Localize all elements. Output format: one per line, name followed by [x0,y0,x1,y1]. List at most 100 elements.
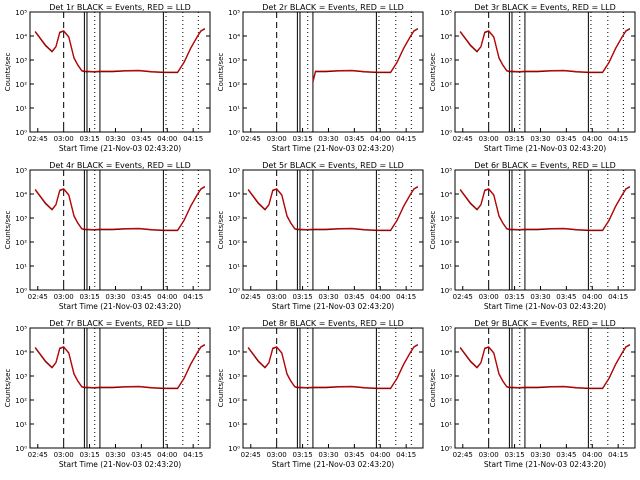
x-tick-label: 03:00 [479,451,499,459]
x-tick-label: 04:00 [582,135,602,143]
x-tick-label: 03:00 [54,135,74,143]
x-tick-label: 04:00 [370,451,390,459]
x-axis-label: Start Time (21-Nov-03 02:43:20) [484,302,606,311]
y-tick-label: 10⁴ [15,349,27,357]
x-tick-label: 03:15 [79,135,99,143]
y-tick-label: 10⁰ [15,445,27,453]
panel-title: Det 7r BLACK = Events, RED = LLD [49,319,191,328]
series-events [34,344,206,390]
x-axis-label: Start Time (21-Nov-03 02:43:20) [484,144,606,153]
y-tick-label: 10⁵ [15,167,27,175]
y-tick-label: 10⁵ [228,325,240,333]
x-tick-label: 03:30 [318,135,338,143]
x-tick-label: 04:15 [608,293,628,301]
x-tick-label: 03:15 [79,451,99,459]
x-tick-label: 02:45 [241,135,261,143]
y-tick-label: 10³ [228,373,240,381]
y-tick-label: 10² [440,81,452,89]
y-tick-label: 10² [15,81,27,89]
x-axis-label: Start Time (21-Nov-03 02:43:20) [59,144,181,153]
x-tick-label: 04:00 [582,451,602,459]
y-tick-label: 10³ [15,215,27,223]
y-tick-label: 10² [228,239,240,247]
series-events [459,186,631,232]
x-tick-label: 03:30 [530,135,550,143]
panel-title: Det 9r BLACK = Events, RED = LLD [474,319,616,328]
y-tick-label: 10⁴ [440,191,452,199]
series-lld [247,343,419,389]
x-tick-label: 03:45 [556,135,576,143]
y-tick-label: 10³ [440,215,452,223]
y-tick-label: 10¹ [440,263,452,271]
x-tick-label: 03:15 [504,135,524,143]
x-tick-label: 04:15 [396,451,416,459]
y-tick-label: 10¹ [440,105,452,113]
y-tick-label: 10³ [228,215,240,223]
x-axis-label: Start Time (21-Nov-03 02:43:20) [59,302,181,311]
x-axis-label: Start Time (21-Nov-03 02:43:20) [272,144,394,153]
panel-title: Det 6r BLACK = Events, RED = LLD [474,161,616,170]
series-lld [459,343,631,389]
y-tick-label: 10⁵ [15,325,27,333]
x-tick-label: 03:45 [344,293,364,301]
y-tick-label: 10⁴ [228,33,240,41]
detector-panel-2: 10⁰ 10¹ 10² 10³ 10⁴ 10⁵ 02:45 03:00 03:15 03:30 03… [217,3,424,153]
y-tick-label: 10⁰ [228,129,240,137]
x-tick-label: 03:15 [292,135,312,143]
y-tick-label: 10⁰ [440,287,452,295]
x-tick-label: 03:45 [556,293,576,301]
y-tick-label: 10⁵ [228,9,240,17]
y-tick-label: 10³ [440,57,452,65]
y-tick-label: 10⁰ [15,287,27,295]
x-tick-label: 02:45 [453,293,473,301]
panel-title: Det 8r BLACK = Events, RED = LLD [262,319,404,328]
x-tick-label: 03:30 [318,293,338,301]
y-axis-label: Counts/sec [4,211,12,250]
y-tick-label: 10⁰ [228,445,240,453]
x-tick-label: 03:00 [267,293,287,301]
detector-panel-3: 10⁰ 10¹ 10² 10³ 10⁴ 10⁵ 02:45 03:00 03:15 03:30 03… [429,3,636,153]
y-tick-label: 10¹ [15,105,27,113]
y-axis-label: Counts/sec [429,53,437,92]
x-tick-label: 02:45 [453,135,473,143]
series-events [247,344,419,390]
x-tick-label: 04:15 [608,451,628,459]
y-tick-label: 10¹ [228,421,240,429]
y-axis-label: Counts/sec [4,369,12,408]
plot-frame [29,169,211,291]
x-tick-label: 04:00 [157,451,177,459]
series-events [34,186,206,232]
y-axis-label: Counts/sec [217,211,225,250]
x-tick-label: 03:30 [105,451,125,459]
y-tick-label: 10⁴ [228,191,240,199]
x-tick-label: 03:45 [344,451,364,459]
x-tick-label: 03:30 [530,293,550,301]
y-axis-label: Counts/sec [429,369,437,408]
series-lld [247,185,419,231]
detector-panel-9: 10⁰ 10¹ 10² 10³ 10⁴ 10⁵ 02:45 03:00 03:15 03:30 03… [429,319,636,469]
plot-frame [454,327,636,449]
x-tick-label: 03:00 [54,451,74,459]
x-tick-label: 03:30 [530,451,550,459]
x-tick-label: 02:45 [28,293,48,301]
y-tick-label: 10⁰ [15,129,27,137]
x-tick-label: 04:00 [157,293,177,301]
y-tick-label: 10⁵ [440,167,452,175]
x-tick-label: 04:00 [157,135,177,143]
series-lld [459,27,631,73]
detector-panel-1: 10⁰ 10¹ 10² 10³ 10⁴ 10⁵ 02:45 03:00 03:15 03:30 03… [4,3,211,153]
y-tick-label: 10⁰ [440,129,452,137]
y-tick-label: 10⁰ [228,287,240,295]
plot-frame [242,169,424,291]
y-axis-label: Counts/sec [217,53,225,92]
x-tick-label: 03:15 [292,293,312,301]
y-tick-label: 10¹ [228,263,240,271]
x-tick-label: 03:45 [131,293,151,301]
y-tick-label: 10⁴ [15,191,27,199]
plot-frame [242,11,424,133]
x-tick-label: 04:15 [608,135,628,143]
y-tick-label: 10² [15,397,27,405]
y-tick-label: 10³ [440,373,452,381]
x-tick-label: 04:15 [183,135,203,143]
